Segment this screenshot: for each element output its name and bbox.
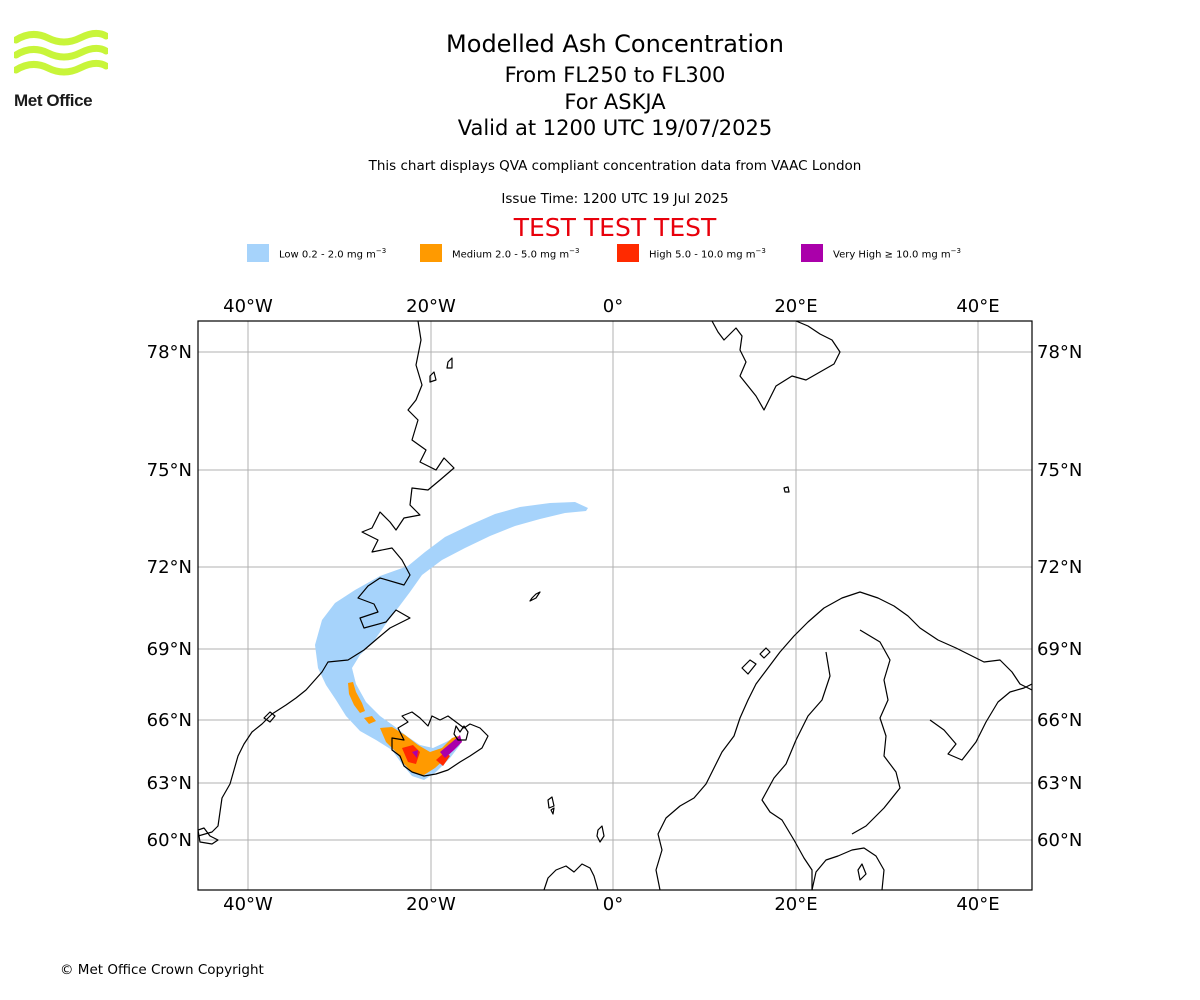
legend-swatch-high bbox=[617, 244, 639, 262]
ash-high-region bbox=[402, 745, 450, 766]
lon-tick-top-40e: 40°E bbox=[956, 296, 999, 317]
lon-tick-top-40w: 40°W bbox=[223, 296, 273, 317]
lat-tick-right-63n: 63°N bbox=[1037, 773, 1082, 794]
coastlines bbox=[198, 321, 1032, 890]
lon-tick-labels-top: 40°W 20°W 0° 20°E 40°E bbox=[223, 296, 999, 317]
svalbard-coast bbox=[711, 321, 841, 411]
lon-tick-bottom-40e: 40°E bbox=[956, 894, 999, 915]
lon-tick-bottom-0: 0° bbox=[603, 894, 623, 915]
jan-mayen bbox=[529, 591, 541, 602]
lat-tick-left-75n: 75°N bbox=[147, 460, 192, 481]
copyright-notice: © Met Office Crown Copyright bbox=[60, 962, 264, 978]
lon-tick-top-20w: 20°W bbox=[406, 296, 456, 317]
volcano-name: For ASKJA bbox=[564, 90, 666, 114]
greenland-coast bbox=[198, 321, 455, 837]
scandinavia-coast bbox=[655, 591, 1032, 890]
lat-tick-labels-right: 78°N 75°N 72°N 69°N 66°N 63°N 60°N bbox=[1037, 342, 1082, 851]
ash-medium-region-upper bbox=[348, 682, 365, 713]
greenland-island-1 bbox=[446, 357, 453, 369]
legend-label-high: High 5.0 - 10.0 mg m−3 bbox=[649, 247, 766, 261]
ash-low-region bbox=[315, 502, 588, 780]
chart-description: This chart displays QVA compliant concen… bbox=[368, 158, 862, 174]
lon-tick-bottom-40w: 40°W bbox=[223, 894, 273, 915]
faroe-islands bbox=[547, 796, 555, 815]
lon-tick-labels-bottom: 40°W 20°W 0° 20°E 40°E bbox=[223, 894, 999, 915]
russia-kola-coast bbox=[929, 683, 1032, 761]
iceland-coast bbox=[391, 711, 489, 777]
lon-tick-top-0: 0° bbox=[603, 296, 623, 317]
legend-swatch-very-high bbox=[801, 244, 823, 262]
lat-tick-right-60n: 60°N bbox=[1037, 830, 1082, 851]
legend-swatch-medium bbox=[420, 244, 442, 262]
ash-very-high-region bbox=[412, 735, 462, 758]
bear-island bbox=[783, 486, 790, 493]
gotland bbox=[857, 863, 867, 881]
lat-tick-labels-left: 78°N 75°N 72°N 69°N 66°N 63°N 60°N bbox=[147, 342, 192, 851]
chart-title: Modelled Ash Concentration bbox=[446, 30, 784, 58]
legend-label-low: Low 0.2 - 2.0 mg m−3 bbox=[279, 247, 387, 261]
map-area bbox=[198, 321, 1032, 890]
lon-tick-bottom-20e: 20°E bbox=[774, 894, 817, 915]
greenland-island-4 bbox=[263, 711, 276, 723]
lat-tick-left-69n: 69°N bbox=[147, 639, 192, 660]
lat-tick-left-72n: 72°N bbox=[147, 557, 192, 578]
gridlines bbox=[198, 321, 1032, 890]
sweden-finland-border bbox=[761, 651, 831, 890]
issue-time: Issue Time: 1200 UTC 19 Jul 2025 bbox=[501, 191, 729, 207]
map-frame bbox=[197, 320, 1033, 891]
finland-coast bbox=[851, 629, 901, 835]
lat-tick-right-75n: 75°N bbox=[1037, 460, 1082, 481]
greenland-island-2 bbox=[429, 371, 437, 383]
lat-tick-right-72n: 72°N bbox=[1037, 557, 1082, 578]
lat-tick-left-63n: 63°N bbox=[147, 773, 192, 794]
lat-tick-right-78n: 78°N bbox=[1037, 342, 1082, 363]
askja-volcano-marker bbox=[453, 725, 469, 741]
greenland-island-3 bbox=[198, 827, 219, 845]
lon-tick-bottom-20w: 20°W bbox=[406, 894, 456, 915]
lat-tick-right-66n: 66°N bbox=[1037, 710, 1082, 731]
baltic-coast bbox=[811, 847, 885, 890]
legend-label-very-high: Very High ≥ 10.0 mg m−3 bbox=[833, 247, 961, 261]
legend-label-medium: Medium 2.0 - 5.0 mg m−3 bbox=[452, 247, 580, 261]
scotland-coast bbox=[543, 863, 599, 890]
valid-time: Valid at 1200 UTC 19/07/2025 bbox=[457, 116, 773, 140]
logo-wordmark: Met Office bbox=[14, 91, 93, 110]
test-banner: TEST TEST TEST bbox=[513, 213, 717, 242]
lat-tick-right-69n: 69°N bbox=[1037, 639, 1082, 660]
flight-level-range: From FL250 to FL300 bbox=[504, 63, 726, 87]
lat-tick-left-60n: 60°N bbox=[147, 830, 192, 851]
met-office-logo bbox=[14, 29, 108, 76]
legend-swatch-low bbox=[247, 244, 269, 262]
ash-medium-region-small bbox=[364, 716, 376, 724]
shetland-islands bbox=[596, 825, 605, 843]
lon-tick-top-20e: 20°E bbox=[774, 296, 817, 317]
lat-tick-left-78n: 78°N bbox=[147, 342, 192, 363]
lofoten-islands bbox=[741, 647, 771, 675]
lat-tick-left-66n: 66°N bbox=[147, 710, 192, 731]
